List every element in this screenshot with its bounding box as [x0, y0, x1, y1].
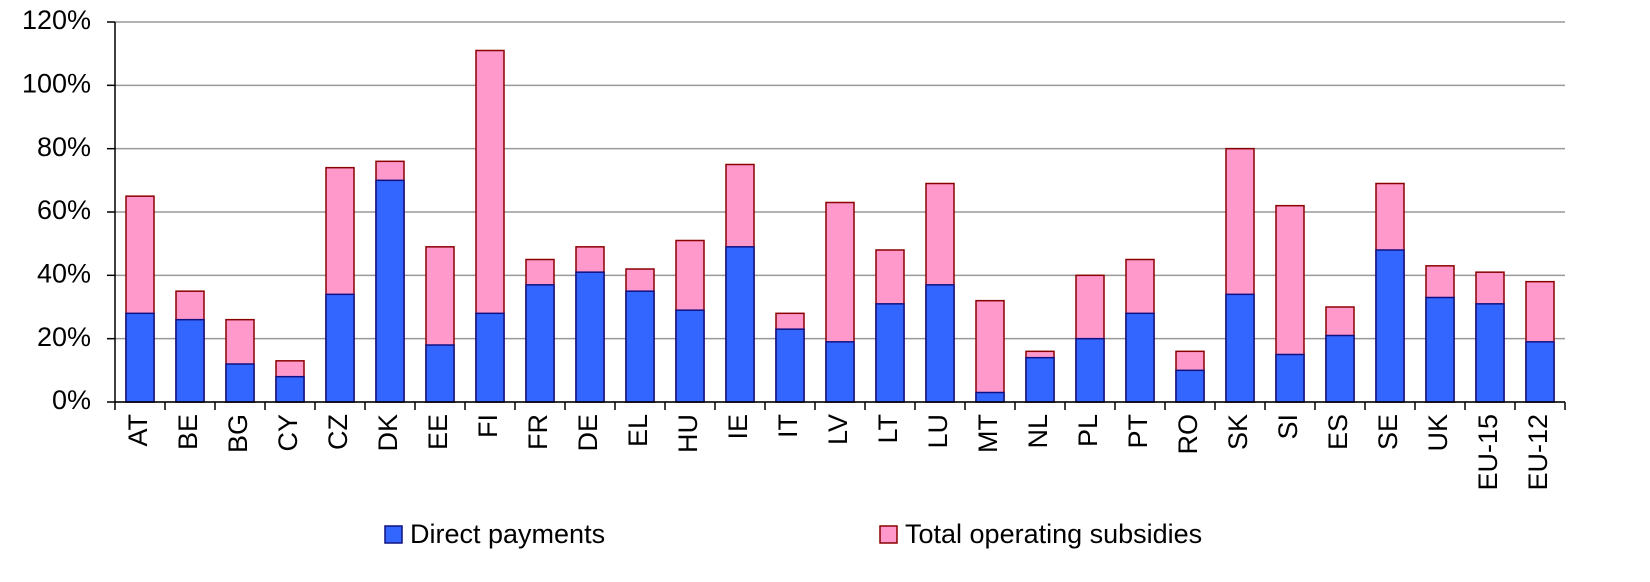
bar	[925, 284, 955, 403]
bar	[775, 328, 805, 403]
y-tick-label: 80%	[37, 132, 91, 162]
bar	[1375, 249, 1405, 403]
x-tick-label: EU-15	[1473, 414, 1503, 491]
x-tick-label: EL	[623, 414, 653, 447]
bar	[1125, 312, 1155, 403]
y-tick-label: 100%	[22, 68, 91, 98]
bar	[1175, 369, 1205, 403]
x-tick-label: MT	[973, 414, 1003, 453]
bar	[225, 363, 255, 403]
legend-swatch	[384, 525, 403, 544]
x-tick-label: LT	[873, 414, 903, 444]
x-tick-label: RO	[1173, 414, 1203, 455]
bar	[1425, 296, 1455, 403]
x-tick-label: IT	[773, 414, 803, 438]
legend-swatch	[879, 525, 898, 544]
x-tick-label: FR	[523, 414, 553, 450]
x-tick-label: CY	[273, 414, 303, 452]
x-tick-label: ES	[1323, 414, 1353, 450]
bar	[725, 246, 755, 403]
bar	[325, 293, 355, 403]
x-tick-label: EU-12	[1523, 414, 1553, 491]
bar	[975, 299, 1005, 403]
x-tick-label: BE	[173, 414, 203, 450]
bar	[1325, 334, 1355, 403]
x-tick-label: EE	[423, 414, 453, 450]
bar	[875, 303, 905, 403]
x-tick-label: AT	[123, 414, 153, 447]
bar	[675, 309, 705, 403]
x-tick-label: UK	[1423, 414, 1453, 452]
bar	[375, 179, 405, 403]
bar	[1475, 303, 1505, 403]
bar	[575, 271, 605, 403]
x-tick-label: SK	[1223, 414, 1253, 450]
y-tick-label: 120%	[22, 5, 91, 35]
x-tick-label: PL	[1073, 414, 1103, 447]
bar	[525, 284, 555, 403]
x-tick-label: IE	[723, 414, 753, 440]
x-tick-label: BG	[223, 414, 253, 453]
bar	[175, 318, 205, 403]
x-tick-label: LV	[823, 414, 853, 445]
bar	[1525, 341, 1555, 403]
x-tick-label: SE	[1373, 414, 1403, 450]
bar	[1275, 353, 1305, 403]
y-tick-label: 20%	[37, 322, 91, 352]
bar	[1025, 356, 1055, 403]
x-tick-label: NL	[1023, 414, 1053, 449]
bar	[825, 341, 855, 403]
y-tick-label: 0%	[52, 385, 91, 415]
bar	[1225, 293, 1255, 403]
x-tick-label: HU	[673, 414, 703, 453]
bar	[475, 312, 505, 403]
x-tick-label: FI	[473, 414, 503, 438]
x-tick-label: SI	[1273, 414, 1303, 440]
legend-label: Direct payments	[410, 519, 605, 549]
y-tick-label: 40%	[37, 258, 91, 288]
bar	[125, 312, 155, 403]
x-tick-label: PT	[1123, 414, 1153, 449]
x-tick-label: DK	[373, 414, 403, 452]
y-tick-label: 60%	[37, 195, 91, 225]
bar	[1075, 337, 1105, 403]
bar	[975, 391, 1005, 403]
x-tick-label: LU	[923, 414, 953, 449]
x-tick-label: DE	[573, 414, 603, 452]
legend-label: Total operating subsidies	[905, 519, 1202, 549]
x-tick-label: CZ	[323, 414, 353, 450]
bar	[625, 290, 655, 403]
bar	[425, 344, 455, 403]
bar	[275, 375, 305, 403]
